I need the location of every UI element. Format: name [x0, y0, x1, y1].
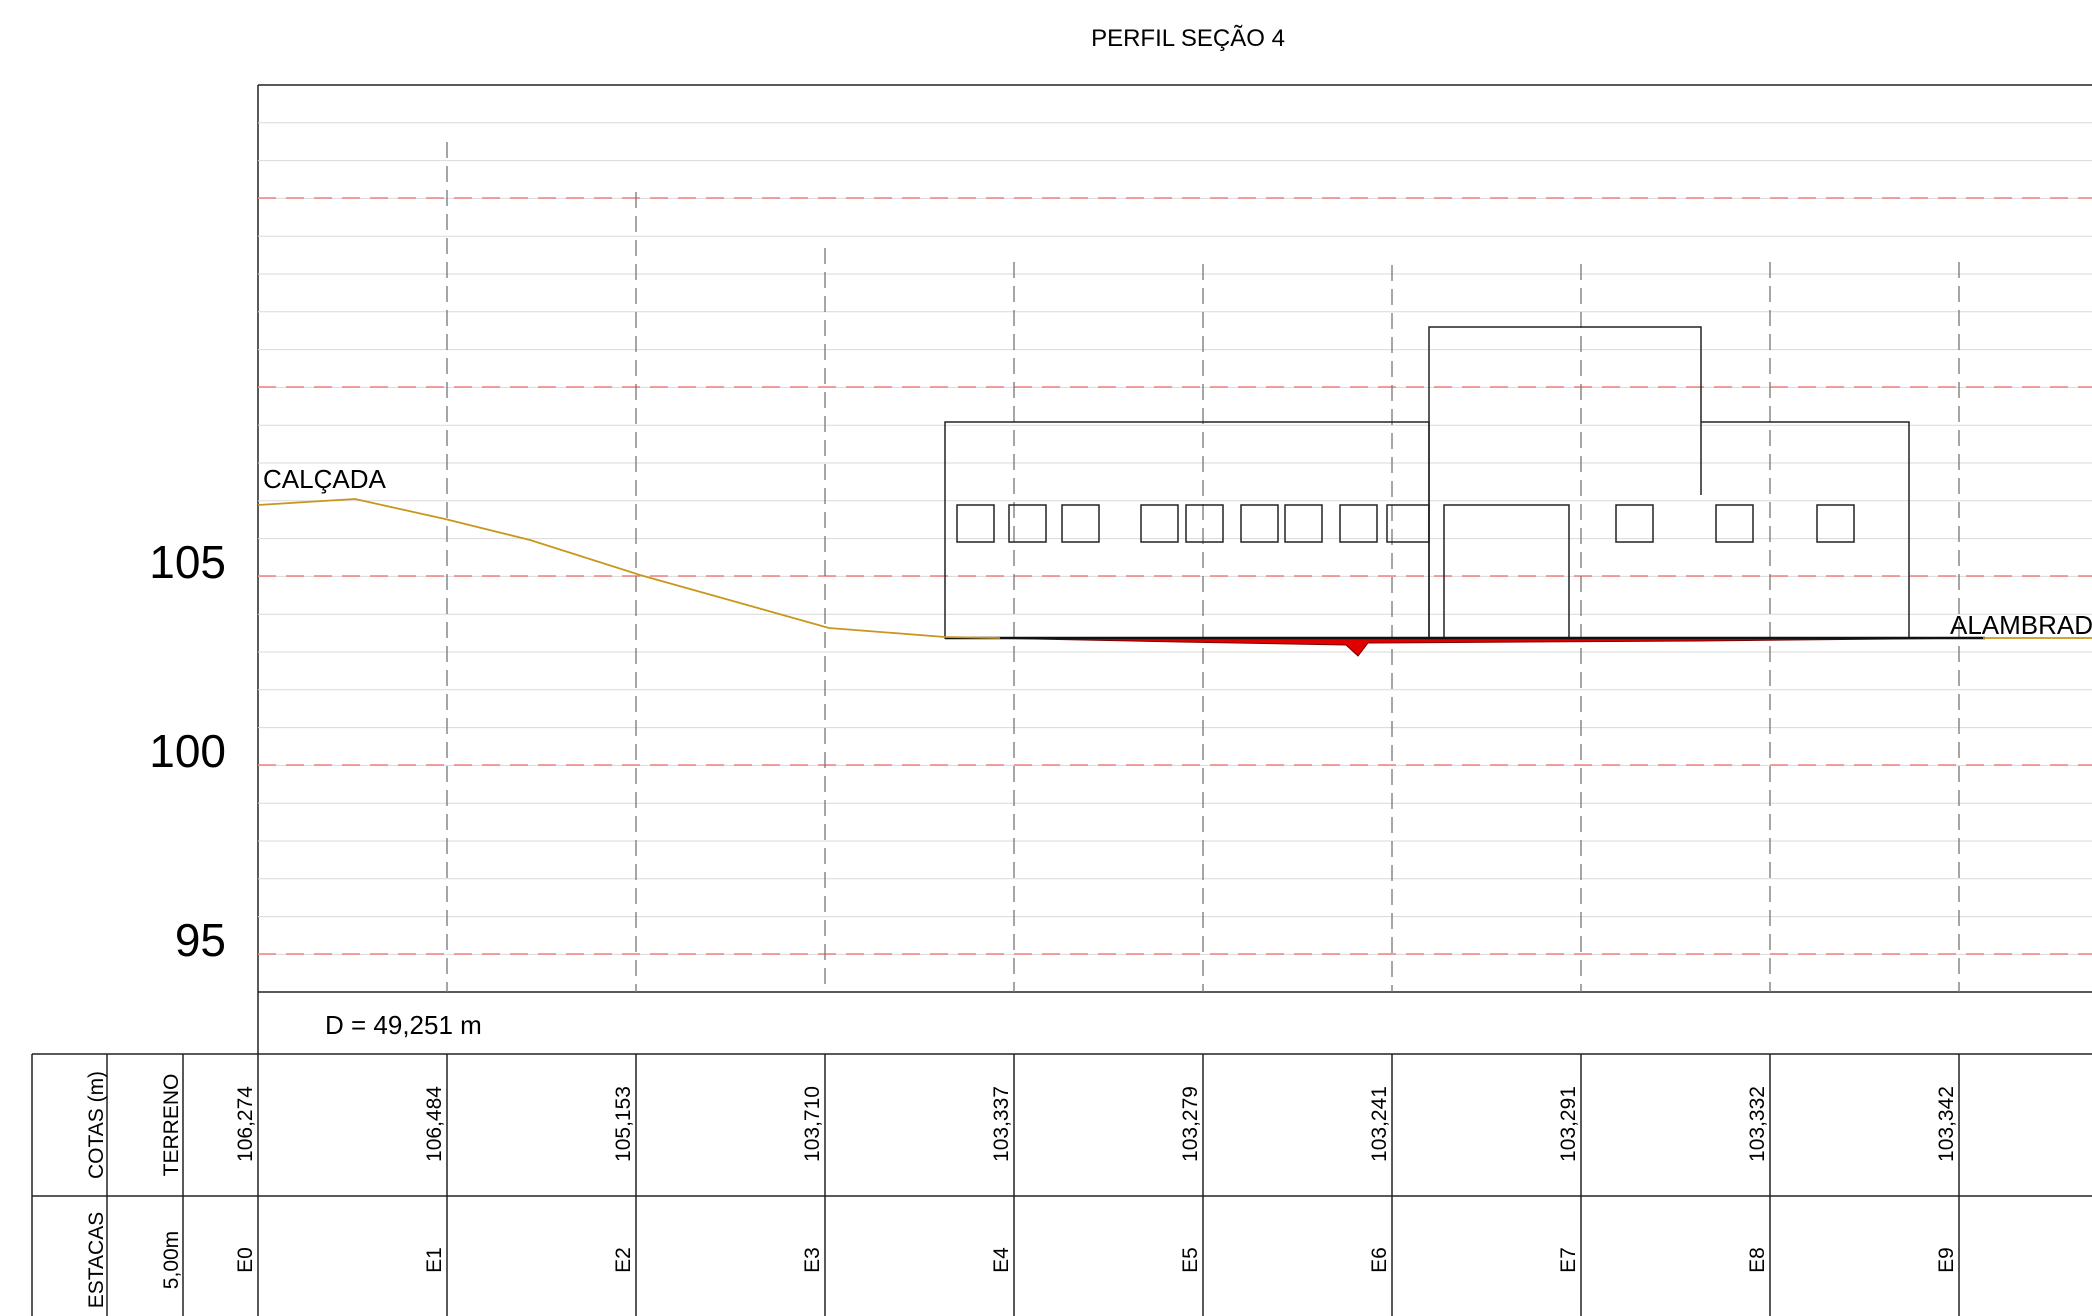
station-label: E4	[990, 1247, 1013, 1273]
plot-frame	[31, 84, 2092, 1316]
interval-header: 5,00m	[160, 1231, 183, 1289]
station-label: E6	[1368, 1247, 1391, 1273]
elevation-reference-lines	[258, 197, 2092, 955]
station-label: E8	[1746, 1247, 1769, 1273]
elevation-label-100: 100	[149, 725, 226, 777]
terreno-value: 103,291	[1557, 1086, 1580, 1162]
station-label: E3	[801, 1247, 824, 1273]
terrain-profile-line	[257, 498, 1001, 639]
station-lines	[446, 142, 1960, 1316]
station-label: E2	[612, 1247, 635, 1273]
terreno-value: 106,484	[423, 1086, 446, 1162]
building-windows	[956, 504, 1855, 543]
door	[1443, 504, 1570, 639]
terreno-value: 103,710	[801, 1086, 824, 1162]
terreno-value: 103,332	[1746, 1086, 1769, 1162]
terreno-value: 103,337	[990, 1086, 1013, 1162]
annotation-calcada: CALÇADA	[263, 464, 386, 494]
station-labels: E0 E1 E2 E3 E4 E5 E6 E7 E8 E9	[234, 1247, 1958, 1273]
terreno-value: 106,274	[234, 1086, 257, 1162]
elevation-label-105: 105	[149, 536, 226, 588]
terreno-value: 103,279	[1179, 1086, 1202, 1162]
building-outline	[944, 326, 1910, 639]
station-label: E1	[423, 1247, 446, 1273]
terreno-header: TERRENO	[160, 1074, 183, 1177]
distance-label: D = 49,251 m	[325, 1010, 482, 1040]
terreno-value: 103,342	[1935, 1086, 1958, 1162]
grid-lines	[258, 122, 2092, 955]
drawing-title: PERFIL SEÇÃO 4	[1091, 25, 1285, 52]
fill-section	[984, 637, 1984, 657]
estacas-header: ESTACAS	[85, 1212, 108, 1308]
station-label: E7	[1557, 1247, 1580, 1273]
station-label: E5	[1179, 1247, 1202, 1273]
terreno-values: 106,274 106,484 105,153 103,710 103,337 103,2…	[234, 1086, 1958, 1162]
cotas-header: COTAS (m)	[85, 1071, 108, 1179]
terreno-value: 105,153	[612, 1086, 635, 1162]
elevation-label-95: 95	[175, 914, 226, 966]
terreno-value: 103,241	[1368, 1086, 1391, 1162]
annotation-alambrado: ALAMBRADO	[1950, 610, 2092, 640]
station-label: E9	[1935, 1247, 1958, 1273]
station-label: E0	[234, 1247, 257, 1273]
